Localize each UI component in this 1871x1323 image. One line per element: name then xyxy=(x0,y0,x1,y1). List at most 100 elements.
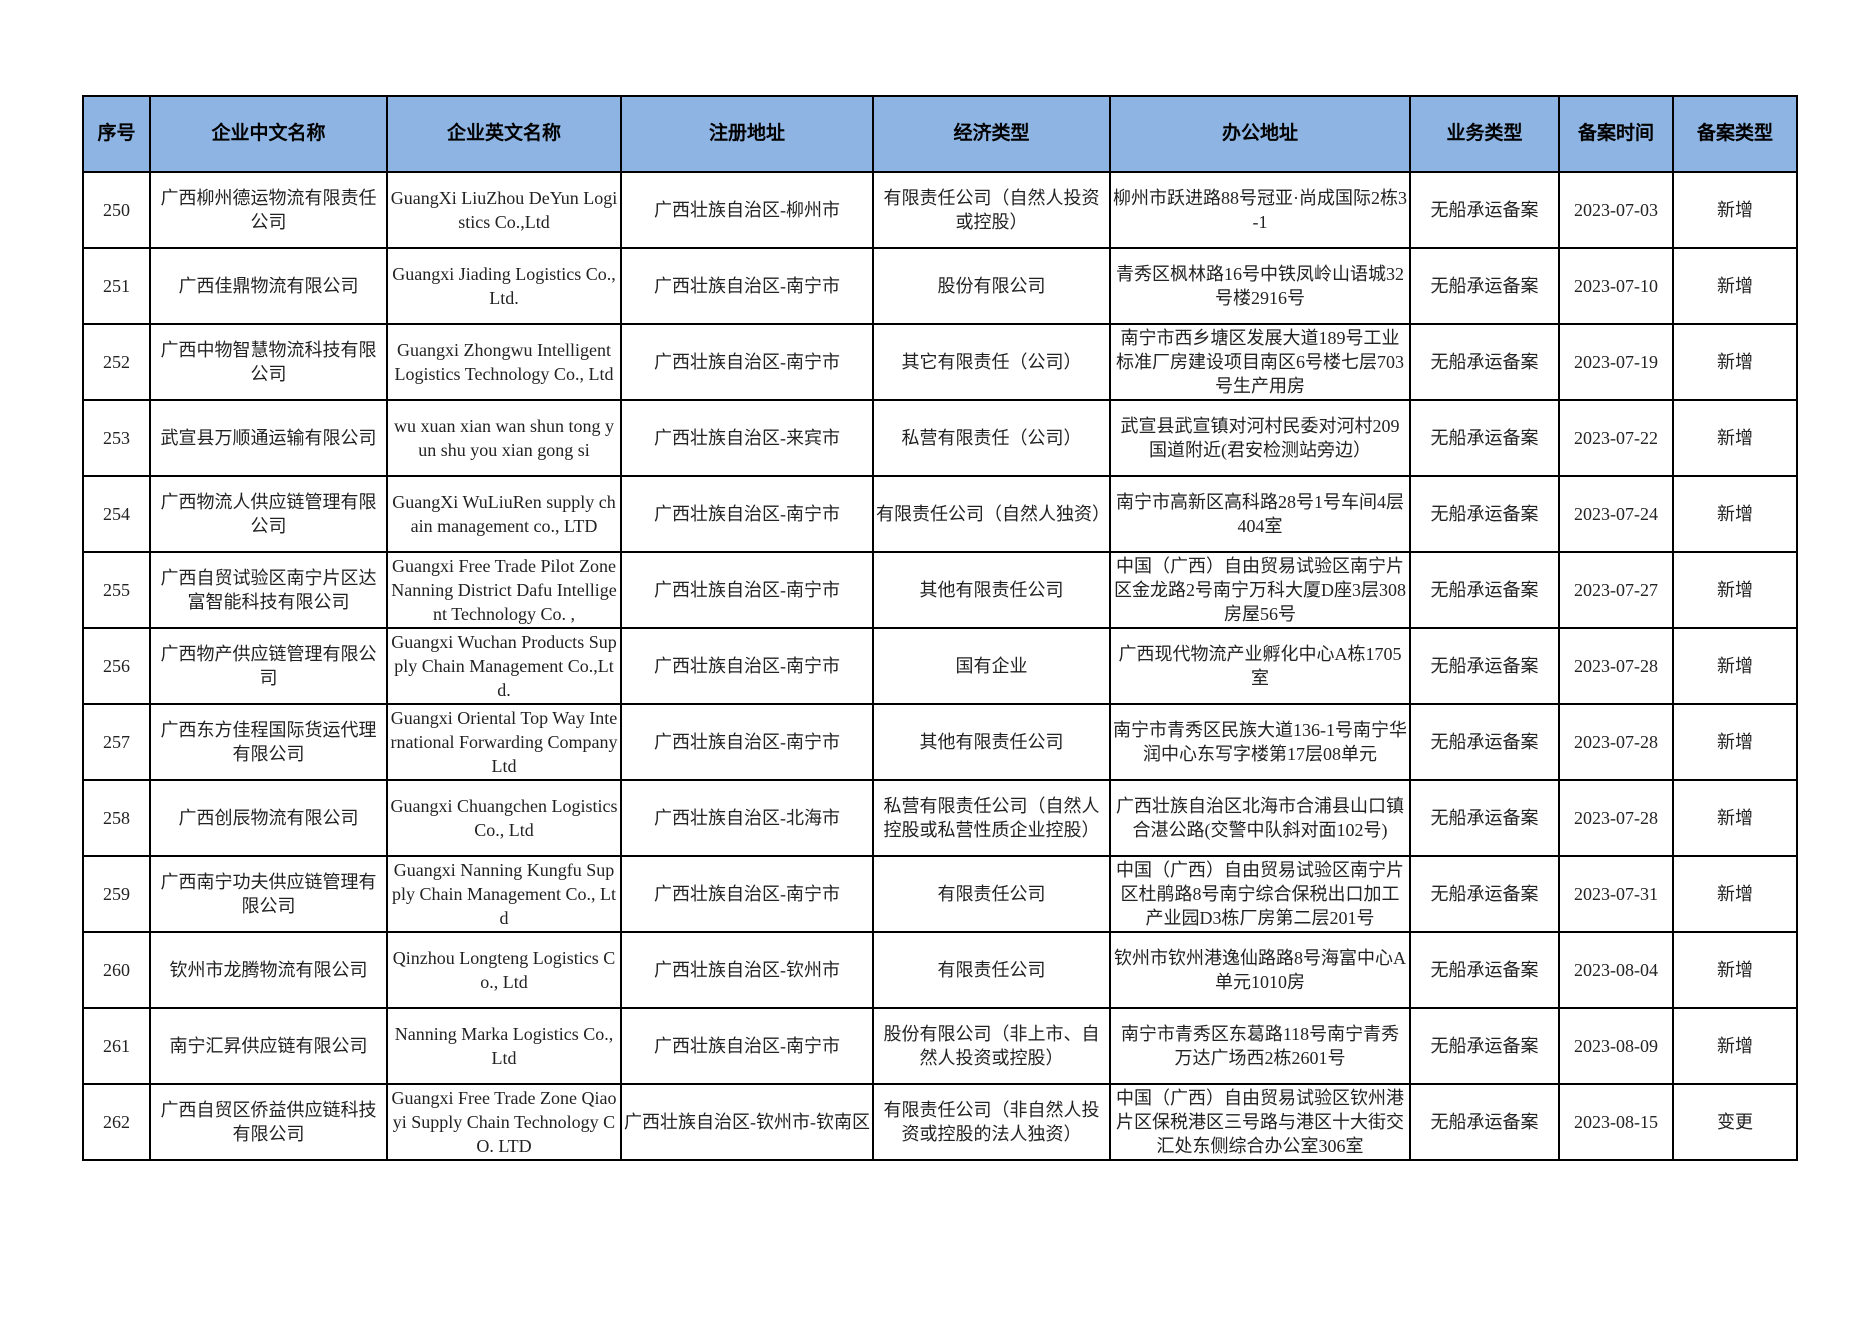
cell-filing-date: 2023-07-19 xyxy=(1558,323,1674,401)
cell-company-cn-name: 广西物产供应链管理有限公司 xyxy=(149,627,388,705)
cell-company-cn-name: 南宁汇昇供应链有限公司 xyxy=(149,1007,388,1085)
cell-seq: 262 xyxy=(82,1083,151,1161)
cell-company-cn-name: 广西东方佳程国际货运代理有限公司 xyxy=(149,703,388,781)
cell-office-address: 中国（广西）自由贸易试验区钦州港片区保税港区三号路与港区十大街交汇处东侧综合办公… xyxy=(1109,1083,1411,1161)
table-row: 250 广西柳州德运物流有限责任公司 GuangXi LiuZhou DeYun L… xyxy=(82,171,1798,249)
cell-office-address: 南宁市西乡塘区发展大道189号工业标准厂房建设项目南区6号楼七层703号生产用房 xyxy=(1109,323,1411,401)
cell-business-type: 无船承运备案 xyxy=(1409,703,1560,781)
cell-registered-address: 广西壮族自治区-钦州市-钦南区 xyxy=(620,1083,874,1161)
cell-economic-type: 股份有限公司 xyxy=(872,247,1111,325)
cell-economic-type: 股份有限公司（非上市、自然人投资或控股） xyxy=(872,1007,1111,1085)
cell-economic-type: 私营有限责任公司（自然人控股或私营性质企业控股） xyxy=(872,779,1111,857)
cell-filing-type: 新增 xyxy=(1672,627,1798,705)
cell-company-en-name: Nanning Marka Logistics Co.,Ltd xyxy=(386,1007,622,1085)
cell-company-en-name: Guangxi Free Trade Pilot Zone Nanning Di… xyxy=(386,551,622,629)
cell-filing-date: 2023-07-10 xyxy=(1558,247,1674,325)
cell-business-type: 无船承运备案 xyxy=(1409,399,1560,477)
cell-company-cn-name: 广西南宁功夫供应链管理有限公司 xyxy=(149,855,388,933)
column-header-registered-address: 注册地址 xyxy=(620,95,874,173)
cell-filing-date: 2023-08-04 xyxy=(1558,931,1674,1009)
cell-registered-address: 广西壮族自治区-南宁市 xyxy=(620,627,874,705)
cell-business-type: 无船承运备案 xyxy=(1409,247,1560,325)
cell-seq: 252 xyxy=(82,323,151,401)
cell-company-en-name: GuangXi LiuZhou DeYun Logistics Co.,Ltd xyxy=(386,171,622,249)
cell-business-type: 无船承运备案 xyxy=(1409,475,1560,553)
cell-seq: 261 xyxy=(82,1007,151,1085)
cell-office-address: 中国（广西）自由贸易试验区南宁片区杜鹃路8号南宁综合保税出口加工产业园D3栋厂房… xyxy=(1109,855,1411,933)
cell-economic-type: 其它有限责任（公司） xyxy=(872,323,1111,401)
table-row: 253 武宣县万顺通运输有限公司 wu xuan xian wan shun ton… xyxy=(82,399,1798,477)
cell-filing-date: 2023-07-27 xyxy=(1558,551,1674,629)
cell-registered-address: 广西壮族自治区-南宁市 xyxy=(620,1007,874,1085)
cell-filing-type: 新增 xyxy=(1672,475,1798,553)
table-row: 256 广西物产供应链管理有限公司 Guangxi Wuchan Products … xyxy=(82,627,1798,705)
table-row: 257 广西东方佳程国际货运代理有限公司 Guangxi Oriental Top … xyxy=(82,703,1798,781)
column-header-filing-type: 备案类型 xyxy=(1672,95,1798,173)
cell-filing-type: 新增 xyxy=(1672,323,1798,401)
cell-filing-date: 2023-07-28 xyxy=(1558,703,1674,781)
cell-office-address: 南宁市青秀区民族大道136-1号南宁华润中心东写字楼第17层08单元 xyxy=(1109,703,1411,781)
cell-company-en-name: GuangXi WuLiuRen supply chain management… xyxy=(386,475,622,553)
cell-filing-date: 2023-07-28 xyxy=(1558,779,1674,857)
cell-business-type: 无船承运备案 xyxy=(1409,323,1560,401)
cell-registered-address: 广西壮族自治区-钦州市 xyxy=(620,931,874,1009)
cell-seq: 255 xyxy=(82,551,151,629)
cell-registered-address: 广西壮族自治区-北海市 xyxy=(620,779,874,857)
cell-filing-type: 新增 xyxy=(1672,855,1798,933)
cell-company-en-name: Guangxi Chuangchen Logistics Co., Ltd xyxy=(386,779,622,857)
column-header-business-type: 业务类型 xyxy=(1409,95,1560,173)
cell-filing-date: 2023-08-09 xyxy=(1558,1007,1674,1085)
cell-filing-date: 2023-07-24 xyxy=(1558,475,1674,553)
cell-business-type: 无船承运备案 xyxy=(1409,171,1560,249)
cell-economic-type: 有限责任公司（自然人独资） xyxy=(872,475,1111,553)
cell-registered-address: 广西壮族自治区-来宾市 xyxy=(620,399,874,477)
cell-company-en-name: Guangxi Free Trade Zone Qiaoyi Supply Ch… xyxy=(386,1083,622,1161)
cell-office-address: 广西壮族自治区北海市合浦县山口镇合湛公路(交警中队斜对面102号) xyxy=(1109,779,1411,857)
cell-filing-type: 新增 xyxy=(1672,399,1798,477)
cell-office-address: 南宁市高新区高科路28号1号车间4层404室 xyxy=(1109,475,1411,553)
cell-economic-type: 国有企业 xyxy=(872,627,1111,705)
cell-office-address: 柳州市跃进路88号冠亚·尚成国际2栋3-1 xyxy=(1109,171,1411,249)
filing-table: 序号 企业中文名称 企业英文名称 注册地址 经济类型 办公地址 业务类型 备案时间 备案类型 2… xyxy=(82,95,1798,1161)
table-row: 251 广西佳鼎物流有限公司 Guangxi Jiading Logistics C… xyxy=(82,247,1798,325)
table-row: 260 钦州市龙腾物流有限公司 Qinzhou Longteng Logistics… xyxy=(82,931,1798,1009)
column-header-seq: 序号 xyxy=(82,95,151,173)
table-row: 255 广西自贸试验区南宁片区达富智能科技有限公司 Guangxi Free Tra… xyxy=(82,551,1798,629)
cell-economic-type: 其他有限责任公司 xyxy=(872,703,1111,781)
cell-office-address: 广西现代物流产业孵化中心A栋1705室 xyxy=(1109,627,1411,705)
cell-filing-date: 2023-08-15 xyxy=(1558,1083,1674,1161)
cell-filing-type: 新增 xyxy=(1672,779,1798,857)
table-header-row: 序号 企业中文名称 企业英文名称 注册地址 经济类型 办公地址 业务类型 备案时间 备案类型 xyxy=(82,95,1798,173)
cell-company-en-name: Guangxi Wuchan Products Supply Chain Man… xyxy=(386,627,622,705)
column-header-company-en-name: 企业英文名称 xyxy=(386,95,622,173)
cell-company-cn-name: 广西物流人供应链管理有限公司 xyxy=(149,475,388,553)
column-header-filing-date: 备案时间 xyxy=(1558,95,1674,173)
cell-company-en-name: Guangxi Oriental Top Way International F… xyxy=(386,703,622,781)
cell-registered-address: 广西壮族自治区-南宁市 xyxy=(620,475,874,553)
cell-company-cn-name: 广西自贸区侨益供应链科技有限公司 xyxy=(149,1083,388,1161)
cell-business-type: 无船承运备案 xyxy=(1409,1007,1560,1085)
cell-seq: 257 xyxy=(82,703,151,781)
cell-business-type: 无船承运备案 xyxy=(1409,1083,1560,1161)
cell-business-type: 无船承运备案 xyxy=(1409,855,1560,933)
column-header-economic-type: 经济类型 xyxy=(872,95,1111,173)
cell-company-en-name: Guangxi Zhongwu Intelligent Logistics Te… xyxy=(386,323,622,401)
column-header-company-cn-name: 企业中文名称 xyxy=(149,95,388,173)
cell-filing-type: 新增 xyxy=(1672,551,1798,629)
cell-filing-type: 新增 xyxy=(1672,703,1798,781)
table-row: 258 广西创辰物流有限公司 Guangxi Chuangchen Logistic… xyxy=(82,779,1798,857)
cell-company-cn-name: 广西柳州德运物流有限责任公司 xyxy=(149,171,388,249)
cell-filing-date: 2023-07-22 xyxy=(1558,399,1674,477)
cell-registered-address: 广西壮族自治区-南宁市 xyxy=(620,703,874,781)
cell-seq: 254 xyxy=(82,475,151,553)
cell-seq: 258 xyxy=(82,779,151,857)
cell-office-address: 武宣县武宣镇对河村民委对河村209国道附近(君安检测站旁边） xyxy=(1109,399,1411,477)
cell-company-en-name: wu xuan xian wan shun tong yun shu you x… xyxy=(386,399,622,477)
cell-filing-type: 变更 xyxy=(1672,1083,1798,1161)
cell-company-cn-name: 钦州市龙腾物流有限公司 xyxy=(149,931,388,1009)
cell-company-en-name: Guangxi Jiading Logistics Co.,Ltd. xyxy=(386,247,622,325)
column-header-office-address: 办公地址 xyxy=(1109,95,1411,173)
cell-filing-type: 新增 xyxy=(1672,1007,1798,1085)
cell-company-cn-name: 广西佳鼎物流有限公司 xyxy=(149,247,388,325)
cell-registered-address: 广西壮族自治区-南宁市 xyxy=(620,551,874,629)
